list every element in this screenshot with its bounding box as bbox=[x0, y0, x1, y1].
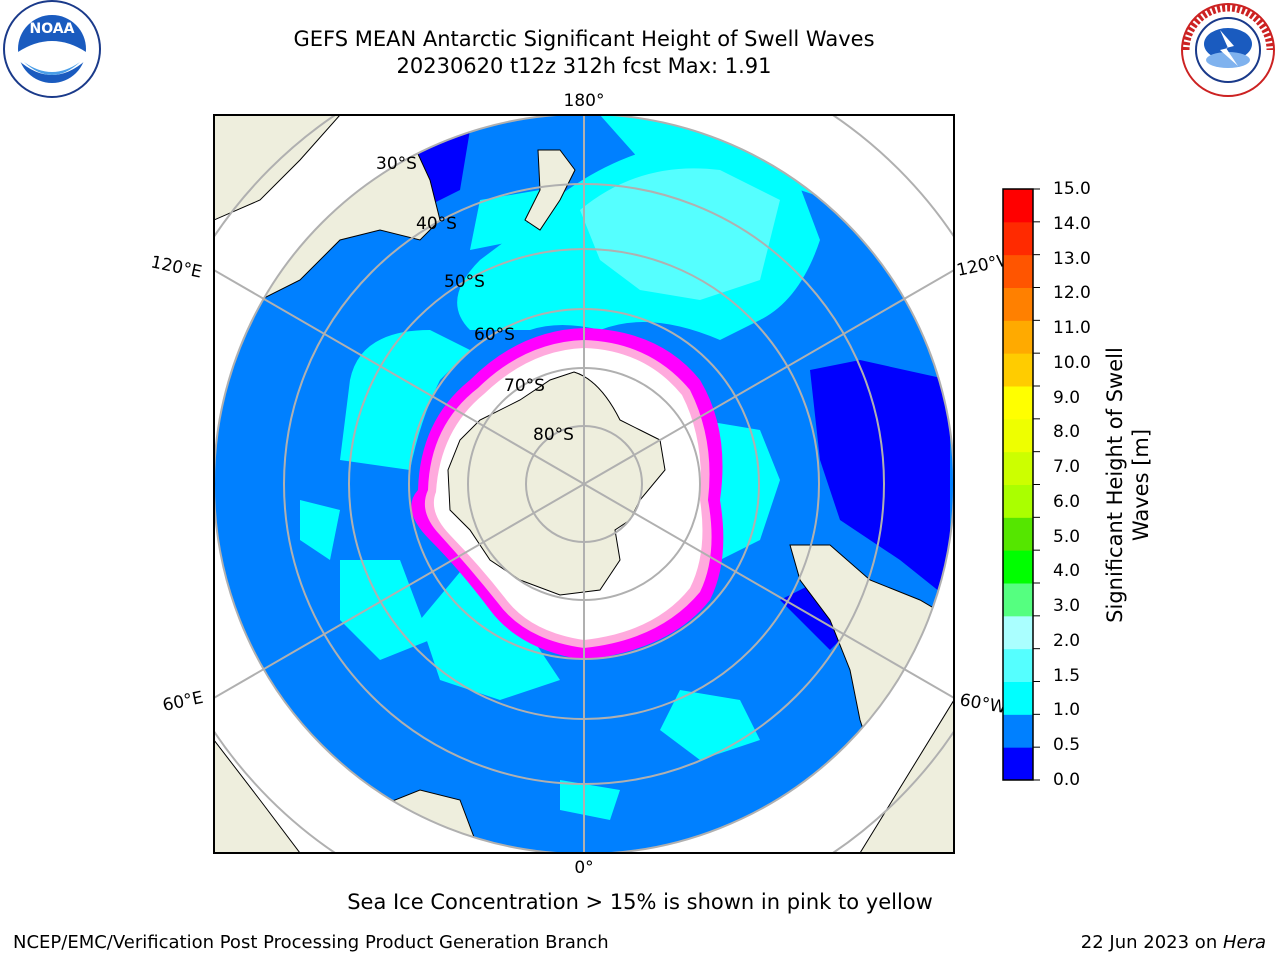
colorbar-tick-label: 6.0 bbox=[1053, 491, 1081, 512]
colorbar-tick-label: 13.0 bbox=[1053, 248, 1091, 269]
colorbar-tick-label: 12.0 bbox=[1053, 283, 1091, 304]
colorbar-tick-label: 1.0 bbox=[1053, 700, 1081, 721]
map-frame bbox=[213, 114, 955, 854]
colorbar-segment bbox=[1003, 550, 1033, 584]
deep-blue-patch bbox=[810, 360, 950, 600]
colorbar-segment bbox=[1003, 189, 1033, 223]
lat-label-80s: 80°S bbox=[533, 425, 574, 445]
colorbar-label: Significant Height of Swell Waves [m] bbox=[1103, 347, 1153, 623]
colorbar-tick-label: 11.0 bbox=[1053, 318, 1091, 339]
lat-label-70s: 70°S bbox=[504, 376, 545, 396]
colorbar-tick-label: 8.0 bbox=[1053, 422, 1081, 443]
lat-label-60s: 60°S bbox=[474, 325, 515, 345]
noaa-logo-icon: NOAA bbox=[3, 0, 101, 98]
colorbar-segment bbox=[1003, 254, 1033, 288]
colorbar-segment bbox=[1003, 648, 1033, 682]
colorbar-segment bbox=[1003, 615, 1033, 650]
lon-label-60w: 60°W bbox=[958, 690, 1008, 718]
colorbar-segment bbox=[1003, 583, 1033, 617]
lat-label-40s: 40°S bbox=[416, 214, 457, 234]
colorbar-tick-label: 7.0 bbox=[1053, 457, 1081, 478]
colorbar-segment bbox=[1003, 517, 1033, 551]
colorbar-tick-label: 14.0 bbox=[1053, 213, 1091, 234]
colorbar-segment bbox=[1003, 451, 1033, 485]
colorbar-tick-label: 5.0 bbox=[1053, 526, 1081, 547]
lon-label-120e: 120°E bbox=[149, 252, 204, 282]
colorbar-segment bbox=[1003, 221, 1033, 256]
longitude-gridlines bbox=[214, 115, 954, 853]
map-title: GEFS MEAN Antarctic Significant Height o… bbox=[293, 27, 875, 51]
lon-label-60e: 60°E bbox=[161, 688, 205, 716]
colorbar-segment bbox=[1003, 714, 1033, 748]
new-zealand-land bbox=[524, 149, 576, 231]
colorbar-tick-label: 10.0 bbox=[1053, 352, 1091, 373]
colorbar-segment bbox=[1003, 386, 1033, 420]
lat-label-50s: 50°S bbox=[444, 272, 485, 292]
colorbar-tick-label: 15.0 bbox=[1053, 179, 1091, 199]
footer-date: 22 Jun 2023 on Hera bbox=[1081, 932, 1266, 953]
map-subtitle: 20230620 t12z 312h fcst Max: 1.91 bbox=[396, 54, 772, 78]
colorbar bbox=[1003, 188, 1040, 781]
colorbar-segment bbox=[1003, 418, 1033, 453]
lon-label-0: 0° bbox=[574, 858, 593, 878]
lat-label-30s: 30°S bbox=[376, 154, 417, 174]
colorbar-tick-label: 4.0 bbox=[1053, 561, 1081, 582]
colorbar-segment bbox=[1003, 353, 1033, 387]
colorbar-tick-label: 2.0 bbox=[1053, 630, 1081, 651]
footer-credit: NCEP/EMC/Verification Post Processing Pr… bbox=[13, 932, 609, 953]
colorbar-tick-label: 9.0 bbox=[1053, 387, 1081, 408]
colorbar-segment bbox=[1003, 747, 1033, 781]
colorbar-tick-label: 3.0 bbox=[1053, 596, 1081, 617]
colorbar-tick-label: 0.5 bbox=[1053, 735, 1081, 756]
svg-text:NOAA: NOAA bbox=[30, 21, 75, 37]
footer-date-text: 22 Jun 2023 on bbox=[1080, 932, 1223, 953]
colorbar-tick-label: 1.5 bbox=[1053, 665, 1081, 686]
nws-logo-icon bbox=[1181, 3, 1275, 97]
colorbar-segment bbox=[1003, 287, 1033, 321]
footer-host: Hera bbox=[1222, 932, 1266, 953]
colorbar-tick-label: 0.0 bbox=[1053, 770, 1081, 790]
colorbar-segment bbox=[1003, 484, 1033, 518]
colorbar-segment bbox=[1003, 681, 1033, 715]
sea-ice-caption: Sea Ice Concentration > 15% is shown in … bbox=[347, 890, 933, 914]
colorbar-segment bbox=[1003, 320, 1033, 354]
lon-label-180: 180° bbox=[564, 91, 605, 111]
